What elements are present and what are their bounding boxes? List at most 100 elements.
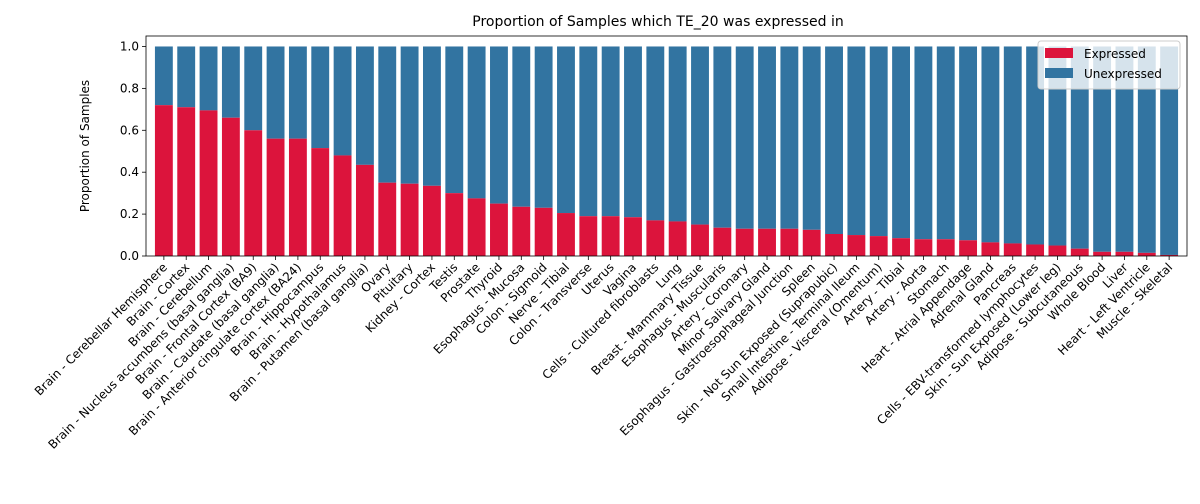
bar-expressed <box>1160 254 1179 256</box>
bar-expressed <box>244 130 263 256</box>
bar-expressed <box>1026 244 1045 256</box>
bar-unexpressed <box>1160 46 1179 255</box>
bar-unexpressed <box>154 46 173 106</box>
bar-expressed <box>355 164 374 256</box>
bar-unexpressed <box>1048 46 1067 246</box>
bar-unexpressed <box>221 46 240 118</box>
bar-expressed <box>624 217 642 256</box>
bar-expressed <box>668 221 687 256</box>
bar-expressed <box>221 117 240 256</box>
bar-unexpressed <box>199 46 218 111</box>
bar-unexpressed <box>892 46 910 239</box>
legend-label: Expressed <box>1084 47 1146 61</box>
bar-unexpressed <box>266 46 285 139</box>
bar-unexpressed <box>780 46 799 229</box>
bar-expressed <box>154 105 173 257</box>
bar-unexpressed <box>1070 46 1089 249</box>
legend-swatch <box>1045 68 1073 78</box>
bar-expressed <box>400 183 419 256</box>
bar-expressed <box>802 229 821 256</box>
bar-unexpressed <box>624 46 642 218</box>
bar-unexpressed <box>825 46 843 234</box>
bar-unexpressed <box>534 46 553 208</box>
bar-expressed <box>825 234 843 256</box>
bar-unexpressed <box>713 46 732 228</box>
bar-expressed <box>1003 243 1022 256</box>
bar-unexpressed <box>355 46 374 165</box>
bar-unexpressed <box>557 46 575 214</box>
bar-unexpressed <box>333 46 352 156</box>
bar-unexpressed <box>311 46 330 149</box>
bar-unexpressed <box>288 46 307 139</box>
bar-unexpressed <box>490 46 508 204</box>
bar-unexpressed <box>1003 46 1022 244</box>
bar-unexpressed <box>1093 46 1112 252</box>
bar-expressed <box>333 155 352 256</box>
bar-expressed <box>579 216 598 256</box>
bar-expressed <box>758 228 776 256</box>
bar-unexpressed <box>378 46 397 183</box>
bar-expressed <box>646 220 665 256</box>
bar-expressed <box>177 107 196 256</box>
bar-unexpressed <box>467 46 486 199</box>
bar-expressed <box>266 138 285 256</box>
bar-expressed <box>847 235 866 256</box>
bar-expressed <box>1115 251 1134 256</box>
bar-unexpressed <box>1026 46 1045 245</box>
bar-expressed <box>1093 251 1112 256</box>
bar-unexpressed <box>512 46 531 207</box>
bar-unexpressed <box>914 46 933 240</box>
bar-expressed <box>780 228 799 256</box>
bar-expressed <box>892 238 910 256</box>
legend: Expressed Unexpressed <box>1037 40 1181 90</box>
bar-expressed <box>311 148 330 256</box>
legend-box <box>1037 40 1181 90</box>
legend-label: Unexpressed <box>1084 67 1162 81</box>
bar-unexpressed <box>445 46 464 194</box>
bar-unexpressed <box>1115 46 1134 252</box>
plot-frame <box>145 35 1188 257</box>
bar-unexpressed <box>423 46 441 186</box>
bar-expressed <box>490 203 508 256</box>
chart-title: Proportion of Samples which TE_20 was ex… <box>472 14 843 30</box>
bar-expressed <box>1048 245 1067 256</box>
bar-expressed <box>423 185 441 256</box>
bar-unexpressed <box>400 46 419 184</box>
bar-expressed <box>713 227 732 256</box>
bar-unexpressed <box>959 46 978 241</box>
bar-unexpressed <box>981 46 1000 243</box>
bar-unexpressed <box>601 46 620 217</box>
bar-expressed <box>1070 248 1089 256</box>
bars-group <box>154 46 1179 257</box>
bar-expressed <box>445 193 464 256</box>
y-tick-label: 1.0 <box>120 39 139 53</box>
bar-expressed <box>869 236 888 256</box>
bar-expressed <box>936 239 955 256</box>
bar-expressed <box>601 216 620 256</box>
bar-unexpressed <box>579 46 598 217</box>
bar-expressed <box>914 239 933 256</box>
bar-expressed <box>1137 252 1156 256</box>
y-tick-label: 0.4 <box>120 165 139 179</box>
y-tick-label: 0.8 <box>120 81 139 95</box>
bar-unexpressed <box>244 46 263 131</box>
bar-unexpressed <box>691 46 709 225</box>
bar-expressed <box>288 138 307 256</box>
legend-swatch <box>1045 48 1073 58</box>
bar-expressed <box>467 198 486 256</box>
bar-unexpressed <box>802 46 821 230</box>
bar-unexpressed <box>936 46 955 240</box>
bar-expressed <box>512 206 531 256</box>
bar-expressed <box>378 182 397 256</box>
y-tick-label: 0.2 <box>120 207 139 221</box>
bar-expressed <box>534 207 553 256</box>
y-axis-label: Proportion of Samples <box>78 80 92 212</box>
bar-unexpressed <box>668 46 687 222</box>
bar-unexpressed <box>177 46 196 108</box>
y-tick-label: 0.6 <box>120 123 139 137</box>
bar-expressed <box>959 240 978 256</box>
bar-unexpressed <box>1137 46 1156 253</box>
bar-unexpressed <box>869 46 888 237</box>
